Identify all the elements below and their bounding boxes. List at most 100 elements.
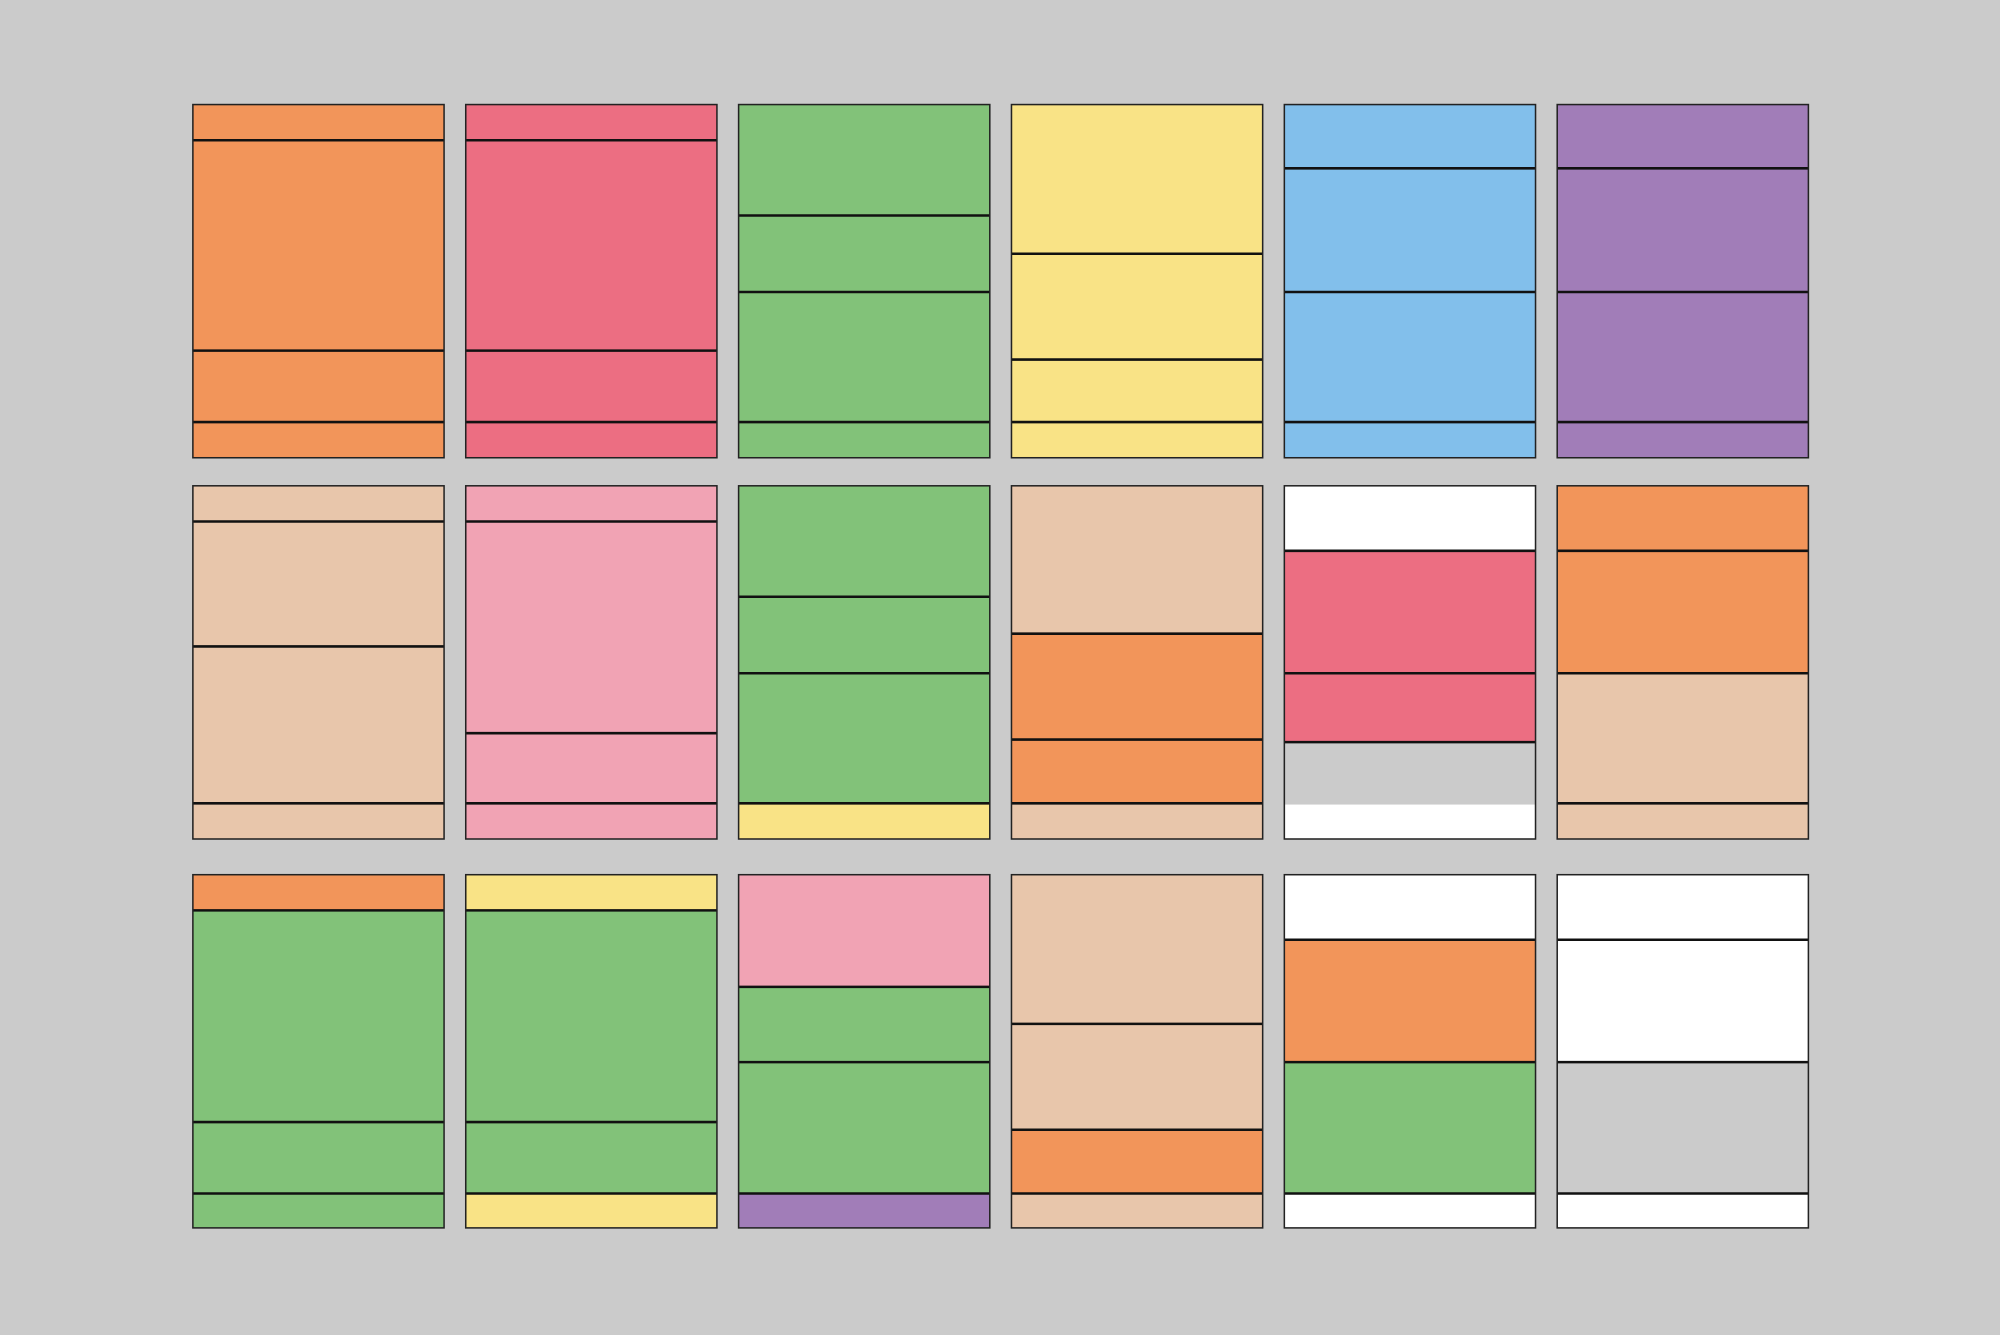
card: [464, 485, 718, 840]
card-band: [738, 291, 990, 423]
card-band: [465, 1122, 717, 1194]
card-band: [192, 874, 445, 911]
card-band: [465, 1193, 717, 1228]
card-band: [192, 1122, 445, 1194]
card-band: [1011, 253, 1263, 360]
card-band: [1557, 168, 1809, 292]
card-border: [1283, 103, 1537, 459]
card-band: [1011, 422, 1263, 458]
card-band: [1011, 1129, 1263, 1194]
card: [1556, 873, 1810, 1229]
card-band: [1284, 673, 1536, 743]
card-border: [192, 103, 445, 459]
card: [192, 485, 445, 840]
card-band: [1557, 939, 1809, 1063]
card-band: [1284, 1193, 1536, 1228]
card-band: [192, 803, 445, 839]
card-border: [1556, 103, 1810, 459]
card: [1556, 103, 1810, 459]
card: [1283, 873, 1537, 1229]
card-band: [465, 733, 717, 804]
card-band: [738, 986, 990, 1063]
card: [192, 873, 445, 1229]
card-band: [1011, 633, 1263, 740]
card-border: [192, 873, 445, 1229]
card-band: [1557, 104, 1809, 169]
card-band: [1011, 104, 1263, 254]
card-border: [1010, 873, 1264, 1229]
card-band: [1284, 742, 1536, 805]
card-band: [1011, 803, 1263, 839]
card: [737, 103, 991, 459]
card-band: [1011, 1193, 1263, 1228]
card-band: [738, 874, 990, 987]
card-border: [1556, 485, 1810, 840]
card-border: [464, 103, 718, 459]
card-band: [1284, 168, 1536, 292]
card-band: [1284, 1062, 1536, 1194]
card-band: [192, 1193, 445, 1228]
card-band: [738, 485, 990, 597]
card-band: [738, 215, 990, 292]
card-band: [1284, 104, 1536, 169]
card: [1283, 485, 1537, 840]
card-band: [1284, 939, 1536, 1063]
card: [737, 873, 991, 1229]
card-band: [465, 803, 717, 839]
card: [192, 103, 445, 459]
card: [1010, 103, 1264, 459]
card-border: [1283, 873, 1537, 1229]
card-band: [1557, 485, 1809, 551]
card-border: [1283, 485, 1537, 840]
card-border: [737, 485, 991, 840]
card-band: [192, 104, 445, 141]
card: [464, 873, 718, 1229]
card: [1556, 485, 1810, 840]
card-band: [192, 646, 445, 804]
card-band: [465, 350, 717, 423]
card-band: [465, 104, 717, 141]
card-band: [1557, 874, 1809, 940]
card: [1010, 485, 1264, 840]
card-band: [1557, 1062, 1809, 1194]
card-border: [1556, 873, 1810, 1229]
card-band: [1284, 874, 1536, 940]
card-band: [465, 910, 717, 1123]
card-band: [1011, 485, 1263, 634]
card-band: [1284, 485, 1536, 551]
card: [1283, 103, 1537, 459]
card-band: [1011, 359, 1263, 423]
card-band: [192, 140, 445, 351]
card-band: [738, 803, 990, 839]
card-band: [1557, 1193, 1809, 1228]
card: [464, 103, 718, 459]
card-band: [465, 874, 717, 911]
card-band: [465, 422, 717, 458]
card-border: [1010, 103, 1264, 459]
card: [737, 485, 991, 840]
card-band: [1284, 291, 1536, 423]
card-band: [192, 521, 445, 647]
card-band: [738, 673, 990, 804]
card-band: [738, 104, 990, 216]
card-band: [1011, 1023, 1263, 1130]
card-band: [1557, 550, 1809, 674]
card-band: [738, 422, 990, 458]
card-band: [465, 485, 717, 522]
card-band: [1284, 804, 1536, 839]
card-band: [738, 1062, 990, 1194]
card-band: [1557, 803, 1809, 839]
card-border: [464, 485, 718, 840]
card-band: [1011, 874, 1263, 1024]
card-band: [192, 422, 445, 458]
card-band: [1284, 422, 1536, 458]
card-border: [464, 873, 718, 1229]
card-band: [1557, 291, 1809, 423]
card-band: [465, 140, 717, 351]
card-band: [1557, 673, 1809, 804]
card-band: [738, 596, 990, 674]
card-band: [465, 521, 717, 734]
card-border: [1010, 485, 1264, 840]
card-band: [738, 1193, 990, 1228]
